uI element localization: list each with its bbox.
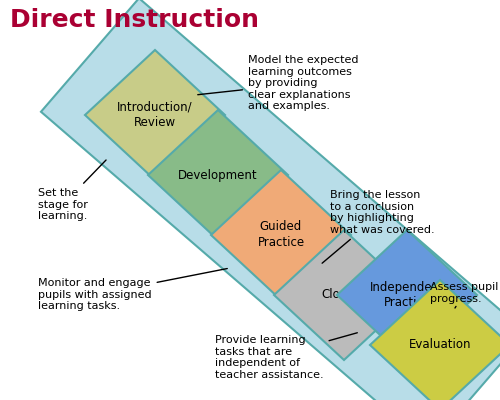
Polygon shape — [337, 230, 477, 360]
Polygon shape — [370, 280, 500, 400]
Text: Direct Instruction: Direct Instruction — [10, 8, 259, 32]
Text: Independent
Practice: Independent Practice — [370, 280, 444, 310]
Polygon shape — [148, 110, 288, 240]
Text: Closure: Closure — [322, 288, 366, 302]
Polygon shape — [41, 0, 500, 400]
Text: Monitor and engage
pupils with assigned
learning tasks.: Monitor and engage pupils with assigned … — [38, 268, 228, 311]
Text: Model the expected
learning outcomes
by providing
clear explanations
and example: Model the expected learning outcomes by … — [198, 55, 358, 111]
Text: Provide learning
tasks that are
independent of
teacher assistance.: Provide learning tasks that are independ… — [215, 333, 358, 380]
Text: Evaluation: Evaluation — [409, 338, 471, 352]
Text: Assess pupil
progress.: Assess pupil progress. — [430, 282, 498, 308]
Polygon shape — [211, 170, 351, 300]
Polygon shape — [85, 50, 225, 180]
Text: Introduction/
Review: Introduction/ Review — [117, 100, 193, 130]
Text: Development: Development — [178, 168, 258, 182]
Polygon shape — [274, 230, 414, 360]
Text: Guided
Practice: Guided Practice — [258, 220, 304, 250]
Text: Set the
stage for
learning.: Set the stage for learning. — [38, 160, 106, 221]
Text: Bring the lesson
to a conclusion
by highlighting
what was covered.: Bring the lesson to a conclusion by high… — [322, 190, 434, 263]
